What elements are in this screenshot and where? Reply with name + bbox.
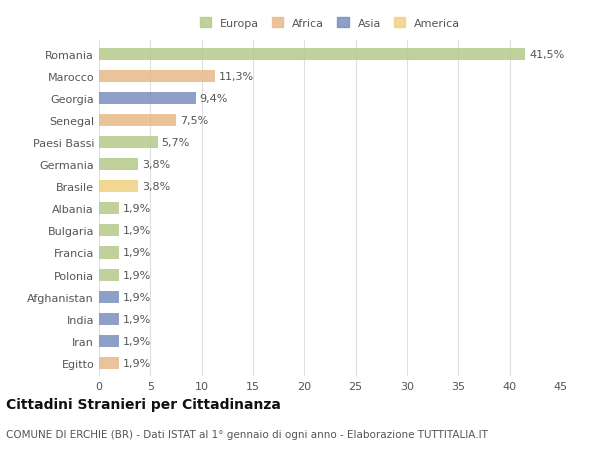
Bar [99,313,119,325]
Text: 1,9%: 1,9% [122,226,151,236]
Text: Cittadini Stranieri per Cittadinanza: Cittadini Stranieri per Cittadinanza [6,397,281,411]
Text: 1,9%: 1,9% [122,204,151,214]
Bar [99,269,119,281]
Text: 1,9%: 1,9% [122,336,151,346]
Bar [99,357,119,369]
Bar [99,291,119,303]
Text: COMUNE DI ERCHIE (BR) - Dati ISTAT al 1° gennaio di ogni anno - Elaborazione TUT: COMUNE DI ERCHIE (BR) - Dati ISTAT al 1°… [6,429,488,439]
Legend: Europa, Africa, Asia, America: Europa, Africa, Asia, America [200,18,460,29]
Text: 41,5%: 41,5% [529,50,565,60]
Bar [99,49,525,61]
Text: 7,5%: 7,5% [180,116,208,126]
Text: 1,9%: 1,9% [122,270,151,280]
Text: 1,9%: 1,9% [122,248,151,258]
Text: 3,8%: 3,8% [142,182,170,192]
Bar [99,335,119,347]
Bar [99,115,176,127]
Bar [99,247,119,259]
Text: 5,7%: 5,7% [161,138,190,148]
Bar [99,93,196,105]
Text: 1,9%: 1,9% [122,358,151,368]
Bar [99,137,158,149]
Text: 11,3%: 11,3% [219,72,254,82]
Bar [99,159,138,171]
Bar [99,71,215,83]
Bar [99,225,119,237]
Text: 1,9%: 1,9% [122,292,151,302]
Text: 9,4%: 9,4% [200,94,228,104]
Bar [99,181,138,193]
Text: 1,9%: 1,9% [122,314,151,324]
Text: 3,8%: 3,8% [142,160,170,170]
Bar [99,203,119,215]
